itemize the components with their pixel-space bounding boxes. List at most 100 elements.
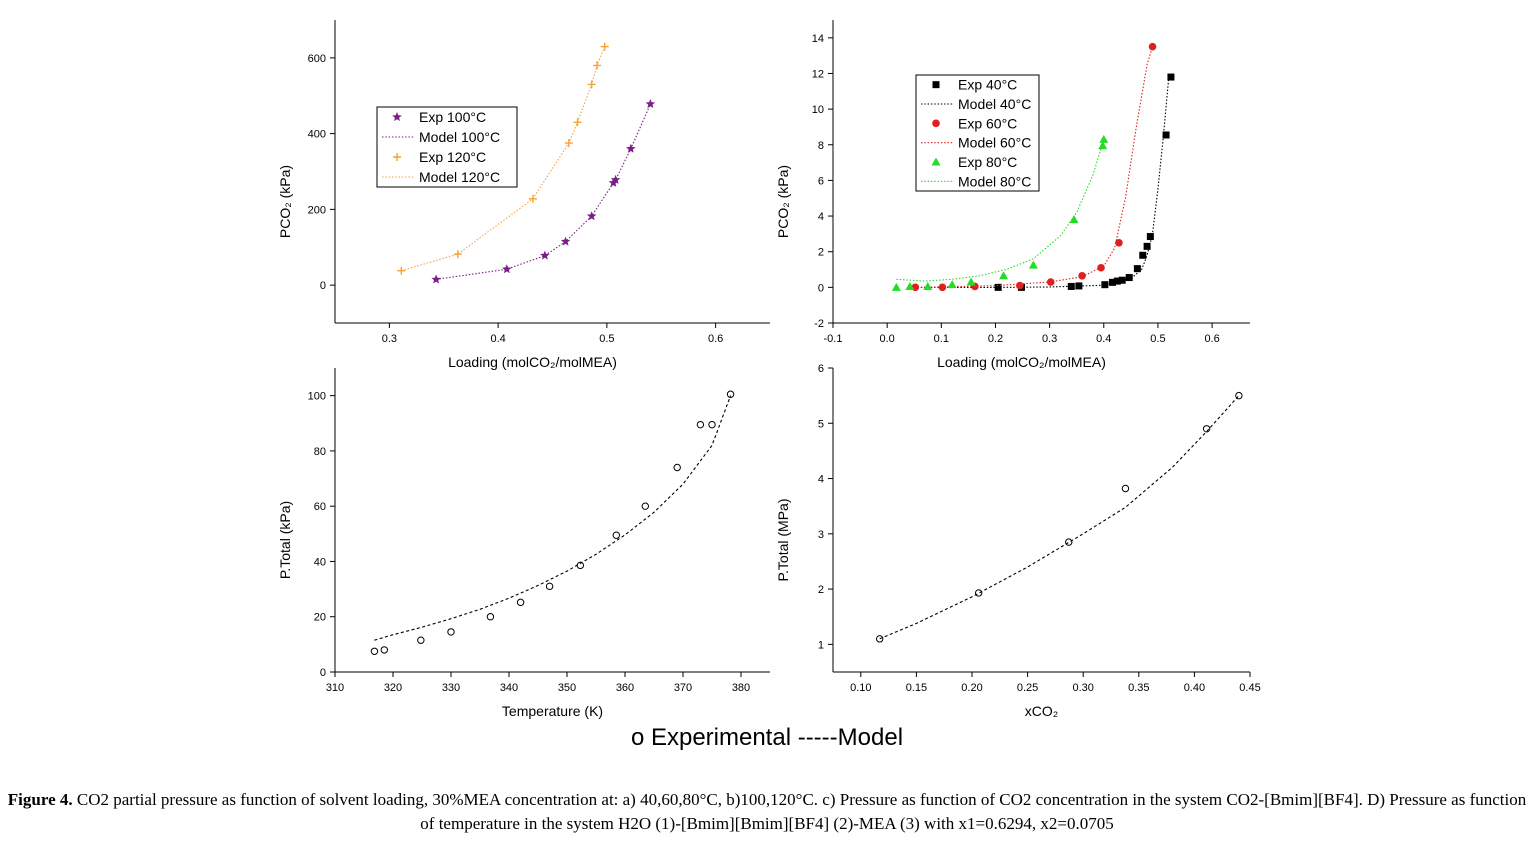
series-model — [879, 395, 1240, 640]
data-point — [545, 582, 554, 591]
legend-marker — [393, 153, 401, 161]
x-tick-label: 0.40 — [1184, 682, 1205, 694]
data-point — [938, 283, 947, 292]
series-exp-80-c — [891, 134, 1109, 291]
caption-label: Figure 4. — [7, 790, 73, 809]
x-tick-label: 350 — [558, 682, 576, 694]
x-tick-label: 0.6 — [708, 333, 723, 345]
data-point — [370, 647, 379, 655]
chart-b: -0.1 0.0 0.1 0.2 0.3 0.4 0.5 0.6 -2 0 2 4 6 8 10 12 14 Lo… — [775, 20, 1250, 370]
y-tick-label: 200 — [308, 204, 326, 216]
series-model-80-c — [896, 139, 1105, 282]
y-axis-label: PCO₂ (kPa) — [775, 165, 791, 238]
chart-d: 0.10 0.15 0.20 0.25 0.30 0.35 0.40 0.45 1 2 3 4 5 6 xC… — [775, 363, 1261, 719]
x-tick-label: 0.45 — [1239, 682, 1260, 694]
data-point — [1099, 134, 1109, 143]
legend-label: Model 40°C — [958, 96, 1031, 112]
y-tick-label: -2 — [814, 318, 824, 330]
data-point — [891, 282, 901, 291]
y-tick-label: 4 — [818, 211, 824, 223]
legend-label: Exp 100°C — [419, 109, 486, 125]
data-point — [1139, 251, 1147, 259]
data-point — [905, 281, 915, 290]
data-point — [486, 613, 495, 621]
data-point — [1078, 271, 1086, 280]
x-tick-label: 0.35 — [1128, 682, 1149, 694]
data-point — [708, 420, 716, 429]
x-tick-label: -0.1 — [824, 333, 843, 345]
y-axis-label: P.Total (MPa) — [775, 499, 791, 582]
x-tick-label: 310 — [326, 682, 344, 694]
data-point — [641, 502, 649, 510]
legend: Exp 100°C Model 100°C Exp 120°C Model 120°C — [376, 106, 518, 188]
data-point — [502, 264, 512, 274]
data-point — [1121, 484, 1130, 493]
legend-marker — [931, 157, 941, 166]
data-point — [1075, 282, 1083, 290]
data-point — [560, 236, 571, 246]
x-tick-label: 0.4 — [1096, 333, 1111, 345]
series-line — [401, 46, 606, 272]
data-point — [516, 598, 525, 607]
y-tick-label: 2 — [818, 584, 824, 596]
legend-label: Exp 40°C — [958, 77, 1017, 93]
legend-label: Exp 60°C — [958, 115, 1017, 131]
legend-label: Exp 80°C — [958, 154, 1017, 170]
x-tick-label: 0.30 — [1072, 682, 1093, 694]
data-point — [540, 250, 550, 260]
y-tick-label: 400 — [308, 129, 326, 141]
data-point — [1133, 265, 1141, 273]
y-tick-label: 0 — [320, 280, 326, 292]
legend-marker — [932, 81, 940, 89]
data-point — [1069, 215, 1079, 224]
y-tick-label: 80 — [314, 446, 326, 458]
x-tick-label: 0.15 — [906, 682, 927, 694]
y-tick-label: 3 — [818, 529, 824, 541]
chart-a: 0.3 0.4 0.5 0.6 0 200 400 600 Loading (molCO₂/mo… — [277, 20, 770, 370]
data-point — [1146, 233, 1154, 241]
y-tick-label: 600 — [308, 53, 326, 65]
x-tick-label: 0.4 — [490, 333, 505, 345]
x-tick-label: 360 — [616, 682, 634, 694]
x-axis-label: xCO₂ — [1025, 703, 1058, 719]
legend-box — [376, 106, 518, 188]
data-point — [1235, 391, 1243, 400]
data-point — [1125, 274, 1133, 282]
y-tick-label: 6 — [818, 363, 824, 375]
y-axis-label: PCO₂ (kPa) — [277, 165, 293, 238]
data-point — [380, 646, 388, 654]
series-model-120-c — [401, 46, 606, 272]
legend-box — [915, 74, 1040, 192]
data-point — [612, 531, 620, 539]
series-model-60-c — [914, 46, 1154, 288]
data-point — [417, 636, 425, 644]
y-tick-label: 10 — [812, 104, 824, 116]
y-tick-label: 100 — [308, 391, 326, 403]
figure-caption: Figure 4. CO2 partial pressure as functi… — [0, 788, 1534, 836]
y-tick-label: 0 — [320, 667, 326, 679]
data-point — [923, 281, 933, 290]
y-tick-label: 8 — [818, 140, 824, 152]
legend-label: Model 80°C — [958, 173, 1031, 189]
y-tick-label: 20 — [314, 612, 326, 624]
data-point — [1101, 281, 1109, 289]
series-line — [914, 76, 1170, 288]
data-point — [586, 211, 597, 221]
legend-label: Model 100°C — [419, 129, 500, 145]
legend-label: Model 60°C — [958, 135, 1031, 151]
x-tick-label: 320 — [384, 682, 402, 694]
x-tick-label: 380 — [732, 682, 750, 694]
data-point — [1143, 242, 1151, 250]
x-tick-label: 0.6 — [1204, 333, 1219, 345]
data-point — [610, 174, 621, 184]
series-model-40-c — [914, 76, 1170, 288]
legend-label: Exp 120°C — [419, 149, 486, 165]
data-point — [447, 628, 455, 636]
data-point — [1067, 282, 1075, 290]
data-point — [1108, 278, 1116, 286]
series-line — [896, 139, 1105, 282]
x-axis-label: Loading (molCO₂/molMEA) — [937, 354, 1106, 370]
data-point — [1162, 131, 1170, 139]
legend-marker — [932, 119, 940, 128]
